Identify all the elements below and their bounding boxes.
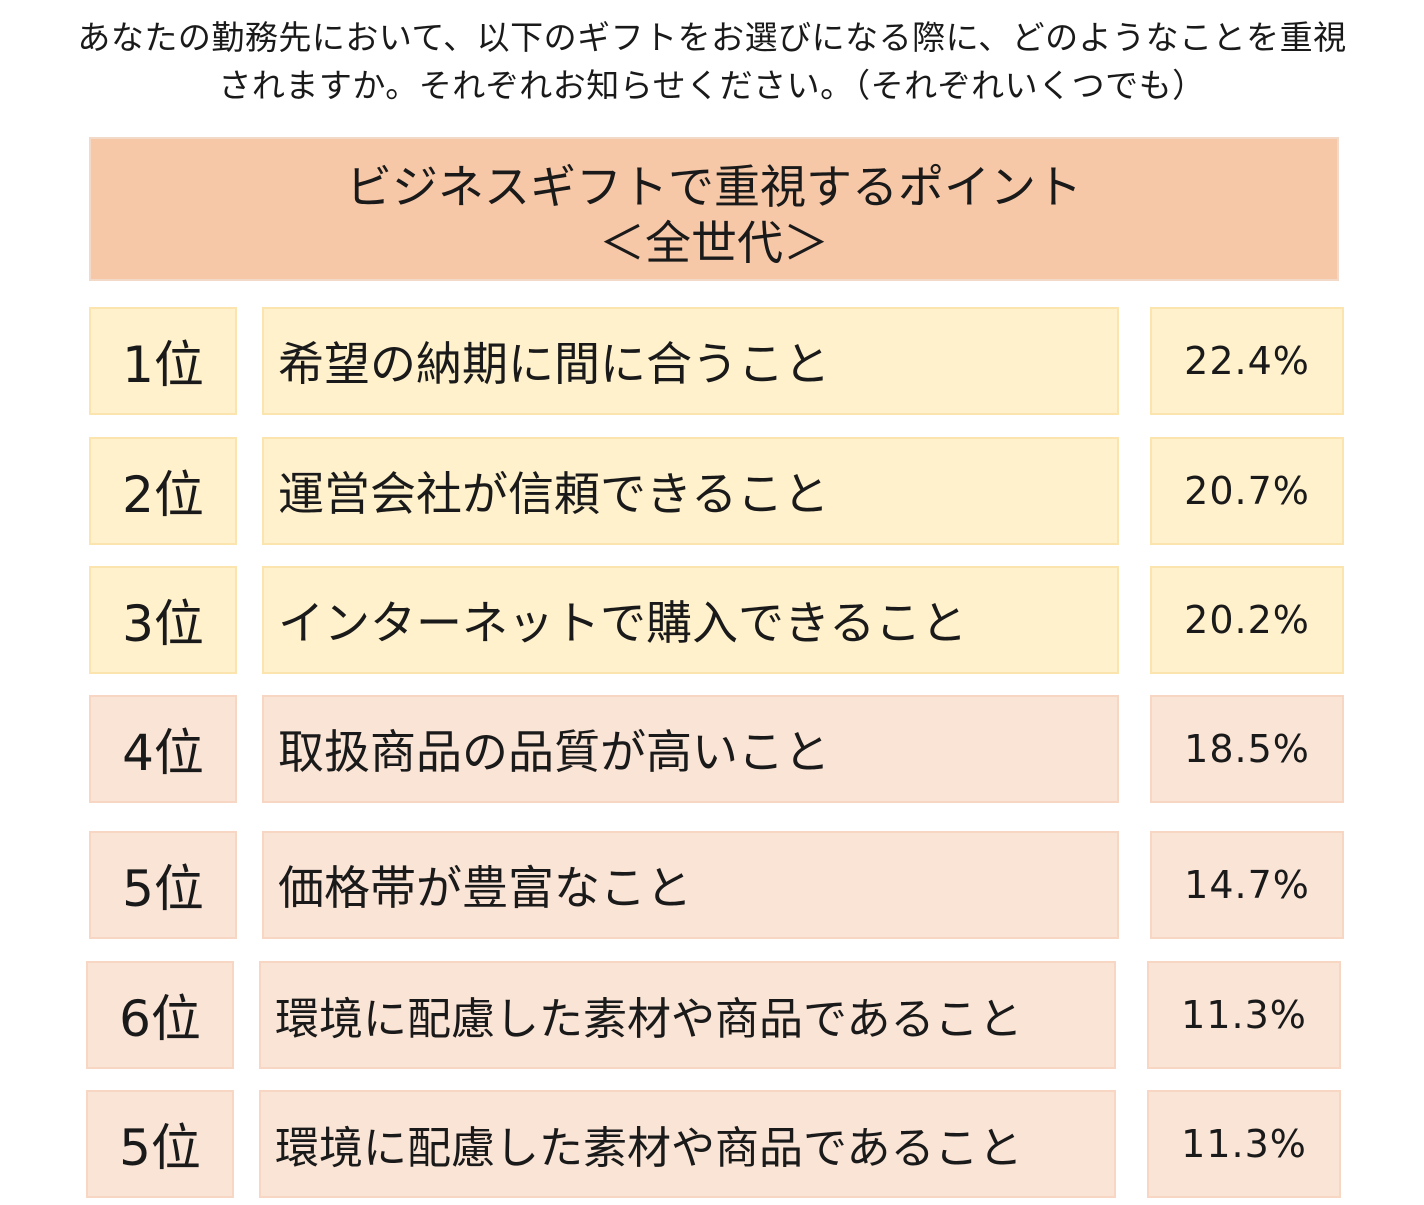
rank-cell: 2位 [89,437,237,545]
item-label-cell: インターネットで購入できること [262,566,1119,674]
item-label-cell: 運営会社が信頼できること [262,437,1119,545]
item-label-cell: 環境に配慮した素材や商品であること [259,1090,1116,1198]
table-header: ビジネスギフトで重視するポイント ＜全世代＞ [89,137,1339,281]
rank-cell: 6位 [86,961,234,1069]
percentage-cell: 20.7% [1150,437,1344,545]
percentage-cell: 18.5% [1150,695,1344,803]
item-label-cell: 価格帯が豊富なこと [262,831,1119,939]
item-label-cell: 環境に配慮した素材や商品であること [259,961,1116,1069]
question-line-1: あなたの勤務先において、以下のギフトをお選びになる際に、どのようなことを重視 [77,18,1347,57]
rank-cell: 5位 [89,831,237,939]
question-line-2: されますか。それぞれお知らせください。（それぞれいくつでも） [218,66,1206,105]
survey-question: あなたの勤務先において、以下のギフトをお選びになる際に、どのようなことを重視 さ… [20,14,1404,110]
percentage-cell: 11.3% [1147,1090,1341,1198]
rank-cell: 3位 [89,566,237,674]
item-label-cell: 取扱商品の品質が高いこと [262,695,1119,803]
rank-cell: 1位 [89,307,237,415]
percentage-cell: 22.4% [1150,307,1344,415]
table-subtitle: ＜全世代＞ [599,216,829,270]
percentage-cell: 11.3% [1147,961,1341,1069]
percentage-cell: 20.2% [1150,566,1344,674]
item-label-cell: 希望の納期に間に合うこと [262,307,1119,415]
table-title: ビジネスギフトで重視するポイント [346,160,1082,214]
rank-cell: 4位 [89,695,237,803]
rank-cell: 5位 [86,1090,234,1198]
percentage-cell: 14.7% [1150,831,1344,939]
